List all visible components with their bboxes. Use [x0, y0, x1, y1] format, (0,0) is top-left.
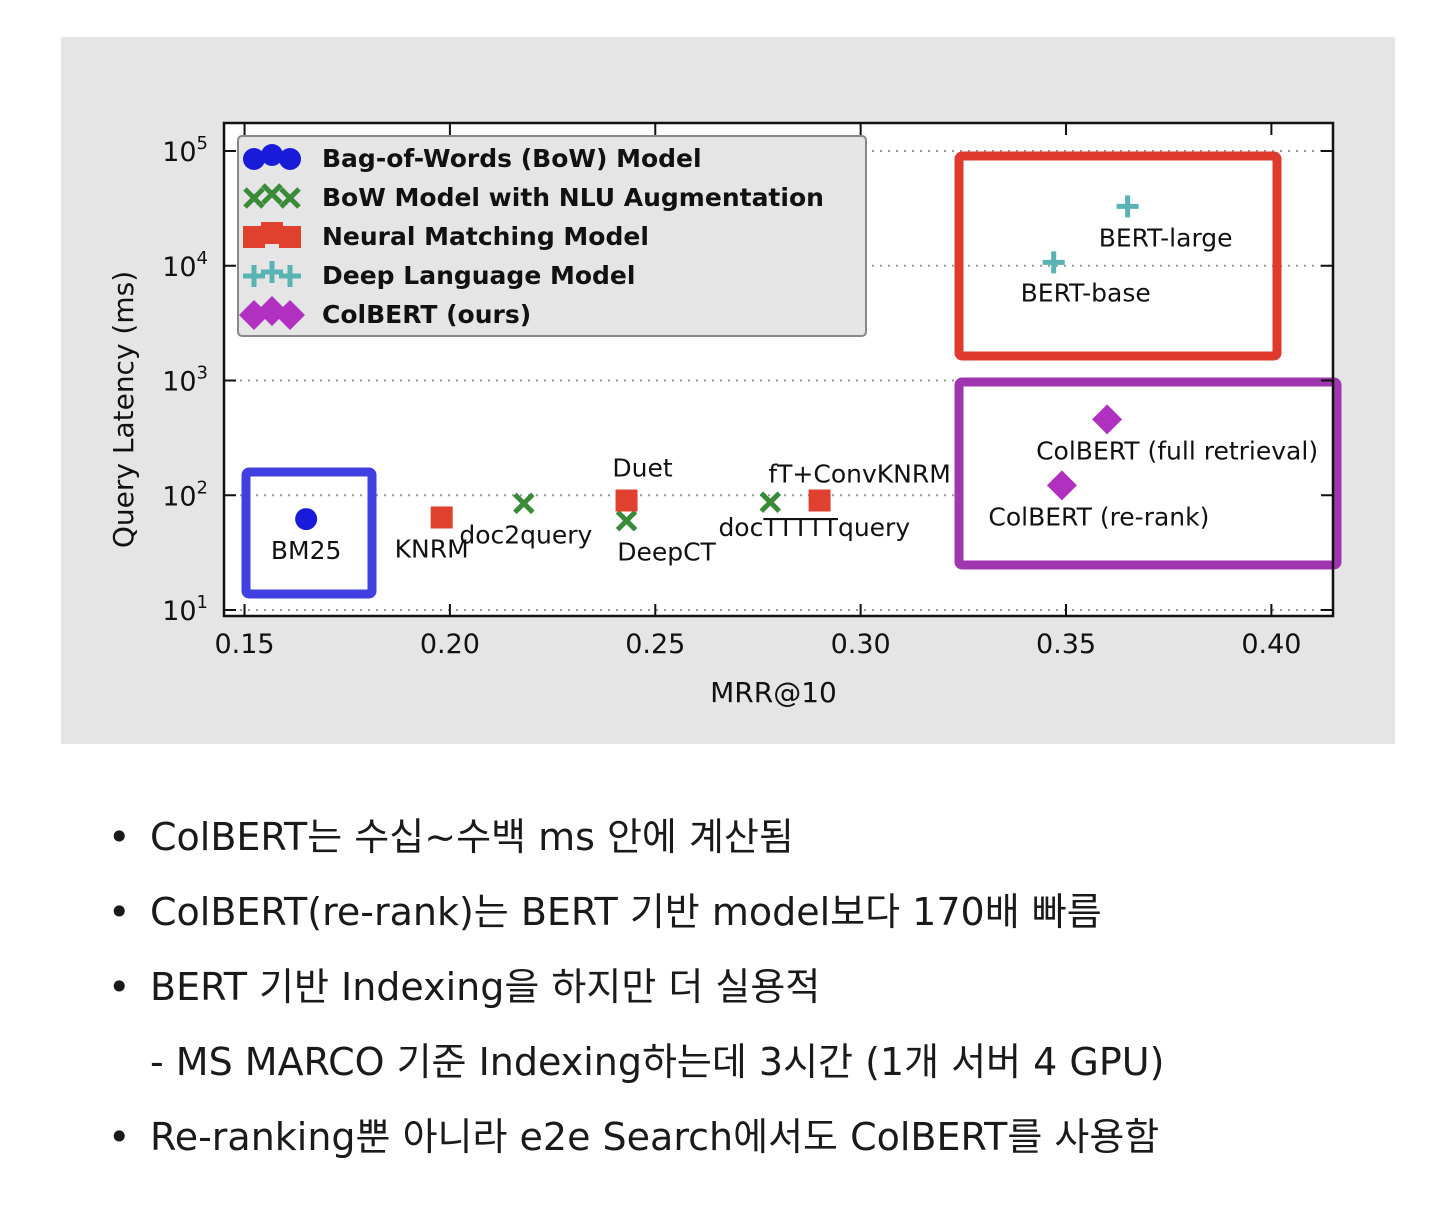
bullet-subtext: - MS MARCO 기준 Indexing하는데 3시간 (1개 서버 4 G… — [150, 1040, 1165, 1084]
legend-marker — [279, 187, 301, 209]
legend-marker — [279, 148, 301, 170]
chart-panel: 0.15 0.20 0.25 0.30 0.35 0.40 101 102 103 104 105 M… — [61, 37, 1395, 744]
bullet-dot: • — [108, 815, 131, 859]
legend-label: Bag-of-Words (BoW) Model — [322, 144, 702, 173]
y-axis-label: Query Latency (ms) — [107, 271, 140, 548]
bullet-item: • ColBERT(re-rank)는 BERT 기반 model보다 170배… — [108, 875, 1408, 950]
legend-marker — [275, 300, 305, 330]
point-label: ColBERT (re-rank) — [988, 502, 1209, 531]
legend-marker — [243, 187, 265, 209]
legend-marker — [243, 148, 265, 170]
plot-frame — [222, 121, 1335, 618]
legend-label: Deep Language Model — [322, 261, 635, 290]
point-label: fT+ConvKNRM — [768, 460, 950, 489]
bullet-subitem: - MS MARCO 기준 Indexing하는데 3시간 (1개 서버 4 G… — [108, 1025, 1408, 1100]
data-point — [1042, 251, 1065, 274]
point-label: Duet — [612, 454, 672, 483]
highlight-box-deep — [954, 151, 1282, 361]
highlight-box-bow — [241, 467, 377, 599]
x-axis-label: MRR@10 — [710, 676, 837, 709]
bullet-item: • BERT 기반 Indexing을 하지만 더 실용적 — [108, 950, 1408, 1025]
point-label: KNRM — [395, 534, 469, 563]
data-point — [295, 508, 318, 531]
x-tick-label: 0.20 — [420, 629, 480, 660]
data-point — [1046, 470, 1077, 501]
data-point — [513, 492, 535, 515]
bullet-dot: • — [108, 1115, 131, 1159]
bullet-item: • ColBERT는 수십~수백 ms 안에 계산됨 — [108, 800, 1408, 875]
data-point — [759, 491, 782, 513]
legend-marker — [261, 222, 283, 244]
y-tick-label: 101 — [162, 592, 208, 627]
legend-marker — [261, 144, 283, 166]
legend-marker — [279, 226, 301, 248]
x-tick-label: 0.25 — [625, 629, 685, 660]
legend-marker — [243, 226, 265, 248]
y-tick-label: 104 — [162, 248, 208, 283]
point-label: docTTTTTquery — [718, 513, 910, 542]
highlight-box-colbert — [954, 377, 1342, 570]
x-tick-label: 0.35 — [1036, 629, 1096, 660]
point-label: BERT-large — [1099, 223, 1233, 252]
point-label: DeepCT — [617, 538, 716, 567]
x-tick-label: 0.30 — [831, 629, 891, 660]
point-label: BERT-base — [1021, 278, 1151, 307]
bullet-dot: • — [108, 890, 131, 934]
data-point — [615, 489, 638, 512]
data-point — [808, 489, 831, 512]
legend-marker — [243, 265, 265, 287]
bullet-list: • ColBERT는 수십~수백 ms 안에 계산됨 • ColBERT(re-… — [108, 800, 1408, 1175]
chart-svg: 0.15 0.20 0.25 0.30 0.35 0.40 101 102 103 104 105 M… — [107, 121, 1342, 709]
y-tick-label: 103 — [162, 363, 208, 398]
x-tick-label: 0.15 — [214, 629, 274, 660]
data-point — [1116, 195, 1139, 218]
legend-label: Neural Matching Model — [322, 222, 649, 251]
legend-label: ColBERT (ours) — [322, 300, 531, 329]
legend-label: BoW Model with NLU Augmentation — [322, 183, 824, 212]
point-label: BM25 — [271, 536, 342, 565]
legend-marker — [279, 265, 301, 287]
bullet-dot: • — [108, 965, 131, 1009]
y-tick-label: 105 — [162, 133, 208, 168]
y-tick-label: 102 — [162, 477, 208, 512]
bullet-text: Re-ranking뿐 아니라 e2e Search에서도 ColBERT를 사… — [150, 1115, 1160, 1159]
data-point — [1092, 404, 1123, 435]
point-label: ColBERT (full retrieval) — [1036, 436, 1318, 465]
bullet-text: BERT 기반 Indexing을 하지만 더 실용적 — [150, 965, 821, 1009]
legend-marker — [261, 183, 283, 205]
point-label: doc2query — [459, 520, 592, 549]
data-point — [615, 509, 638, 532]
bullet-text: ColBERT(re-rank)는 BERT 기반 model보다 170배 빠… — [150, 890, 1102, 934]
legend-marker — [261, 261, 283, 283]
data-point — [430, 506, 453, 529]
x-tick-label: 0.40 — [1241, 629, 1301, 660]
bullet-item: • Re-ranking뿐 아니라 e2e Search에서도 ColBERT를… — [108, 1100, 1408, 1175]
bullet-text: ColBERT는 수십~수백 ms 안에 계산됨 — [150, 815, 794, 859]
legend-box — [237, 135, 867, 337]
